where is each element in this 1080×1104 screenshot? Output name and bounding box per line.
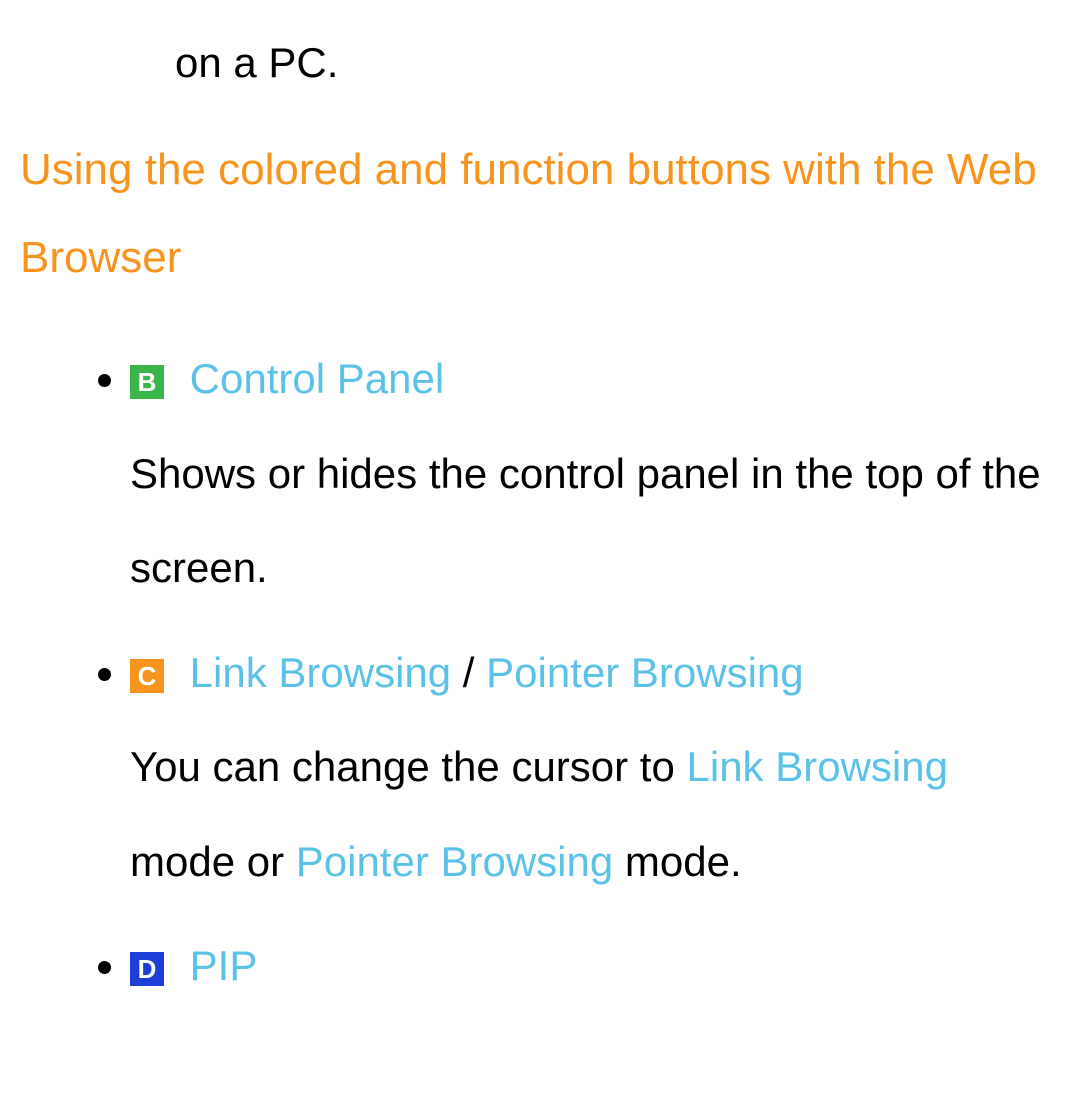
item-description: Shows or hides the control panel in the … — [130, 427, 1060, 616]
ui-term: Control Panel — [190, 355, 444, 402]
ui-term: PIP — [190, 942, 258, 989]
ui-term: Link Browsing — [190, 649, 451, 696]
list-item: C Link Browsing / Pointer Browsing You c… — [130, 626, 1060, 910]
text-run: You can change the cursor to — [130, 743, 687, 790]
section-title: Using the colored and function buttons w… — [20, 126, 1060, 302]
item-description: You can change the cursor to Link Browsi… — [130, 720, 1060, 909]
item-title: PIP — [190, 942, 258, 989]
intro-fragment: on a PC. — [175, 40, 1060, 86]
color-badge-d: D — [130, 952, 164, 986]
ui-term: Link Browsing — [687, 743, 948, 790]
item-title: Link Browsing / Pointer Browsing — [190, 649, 804, 696]
list-item: D PIP — [130, 919, 1060, 1014]
button-function-list: B Control Panel Shows or hides the contr… — [20, 332, 1060, 1014]
list-item: B Control Panel Shows or hides the contr… — [130, 332, 1060, 616]
text-run: mode or — [130, 838, 296, 885]
ui-term: Pointer Browsing — [296, 838, 613, 885]
document-page: on a PC. Using the colored and function … — [0, 0, 1080, 1044]
text-run: Shows or hides the control panel in the … — [130, 450, 1041, 592]
item-title: Control Panel — [190, 355, 444, 402]
text-run: / — [451, 649, 486, 696]
ui-term: Pointer Browsing — [486, 649, 803, 696]
color-badge-c: C — [130, 659, 164, 693]
text-run: mode. — [613, 838, 741, 885]
color-badge-b: B — [130, 365, 164, 399]
